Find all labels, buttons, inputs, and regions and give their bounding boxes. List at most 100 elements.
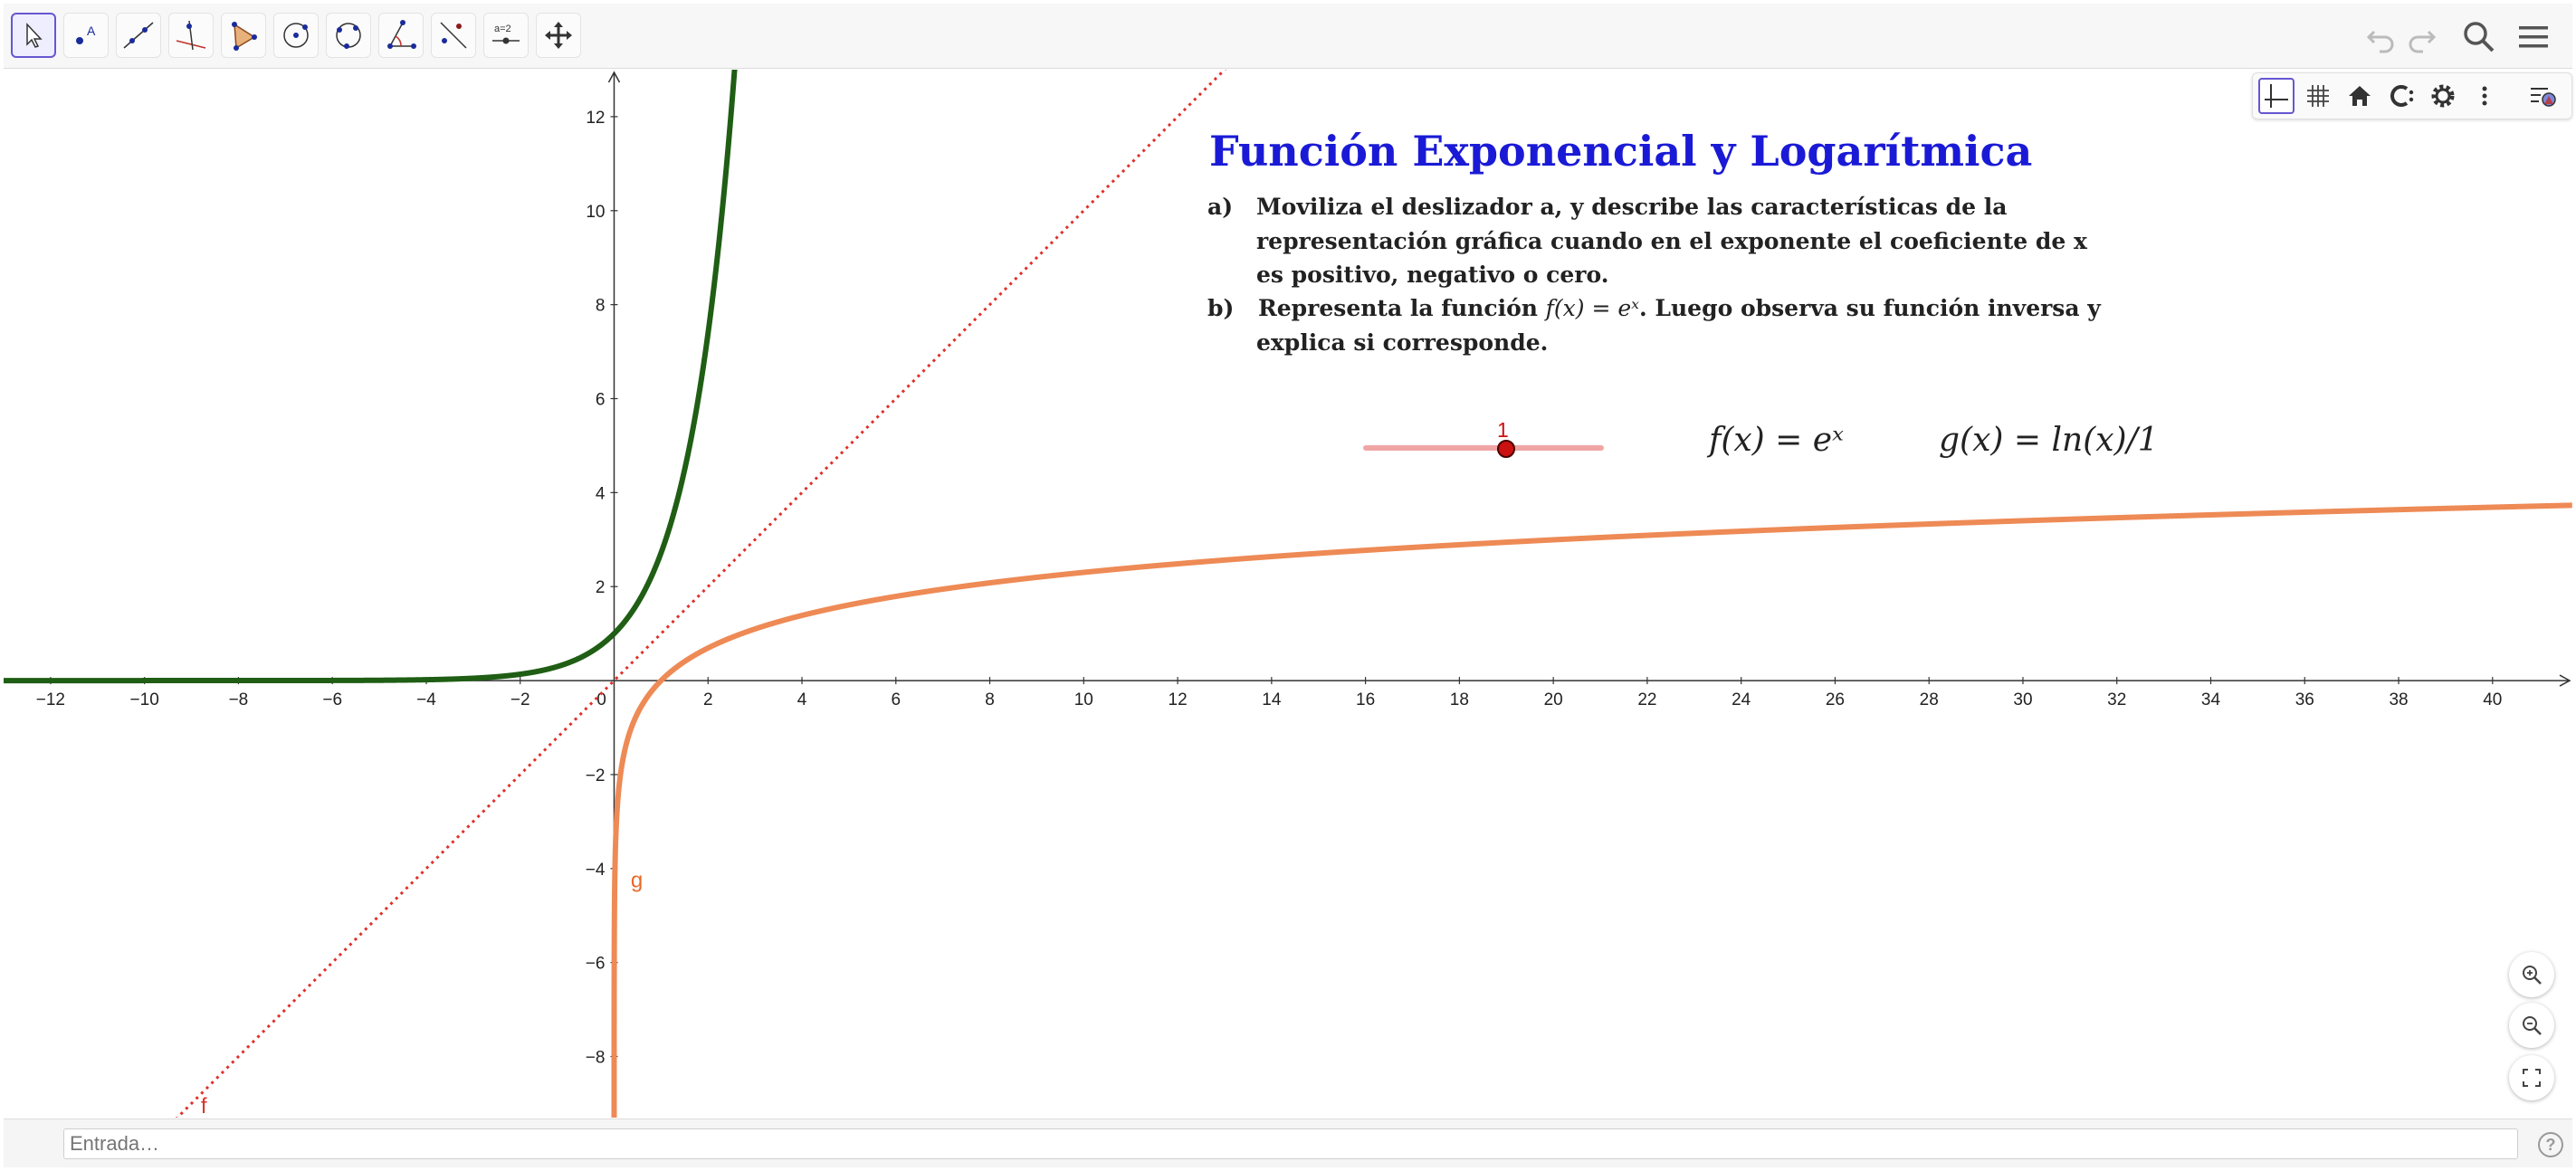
search-icon xyxy=(2464,22,2495,52)
graph-canvas[interactable]: −12 −10 −8 −6 −4 −2 0 2 4 6 8 10 12 14 16 18 20 22 24 26 28 3… xyxy=(4,70,2572,1118)
page-title: Función Exponencial y Logarítmica xyxy=(1209,127,2033,176)
x-tick-label: 26 xyxy=(1826,690,1845,709)
formula-g: g(x) = ln(x)/1 xyxy=(1939,422,2159,459)
line-icon xyxy=(123,22,154,49)
slider-value: 1 xyxy=(1497,418,1509,442)
perpendicular-tool[interactable] xyxy=(168,13,214,58)
x-tick-label: 20 xyxy=(1544,690,1563,709)
input-field[interactable] xyxy=(63,1128,2518,1159)
redo-icon xyxy=(2409,30,2437,53)
y-tick-label: 6 xyxy=(596,390,606,409)
graphics-style-icon xyxy=(2531,88,2556,107)
line-tool[interactable] xyxy=(116,13,161,58)
x-tick-label: −8 xyxy=(229,690,249,709)
x-tick-label: 32 xyxy=(2107,690,2126,709)
fullscreen-button[interactable] xyxy=(2509,1055,2554,1100)
item-b-line1-pre: Representa la función xyxy=(1258,295,1546,321)
polygon-icon xyxy=(232,22,257,51)
x-tick-label: 10 xyxy=(1074,690,1093,709)
toggle-grid-button[interactable] xyxy=(2300,78,2336,114)
y-tick-label: −4 xyxy=(586,861,606,880)
zoom-out-button[interactable] xyxy=(2509,1003,2554,1048)
more-options-button[interactable] xyxy=(2466,78,2503,114)
graphics-style-button[interactable] xyxy=(2524,78,2561,114)
help-icon[interactable]: ? xyxy=(2538,1132,2563,1157)
slider-tool[interactable]: a=2 xyxy=(483,13,529,58)
toggle-axes-button[interactable] xyxy=(2258,78,2295,114)
x-tick-label: 24 xyxy=(1732,690,1751,709)
x-tick-label: 36 xyxy=(2295,690,2314,709)
circle-through-points-tool[interactable] xyxy=(326,13,371,58)
slider-knob[interactable] xyxy=(1497,440,1515,459)
angle-icon xyxy=(387,20,416,49)
slider-track[interactable] xyxy=(1363,445,1604,452)
y-tick-label: 12 xyxy=(586,109,605,128)
formula-f: f(x) = eˣ xyxy=(1709,422,1844,459)
x-tick-label: 40 xyxy=(2483,690,2502,709)
input-bar: ? xyxy=(4,1119,2572,1167)
y-tick-label: −2 xyxy=(586,766,606,785)
redo-button[interactable] xyxy=(2402,16,2444,58)
x-tick-label: 18 xyxy=(1450,690,1469,709)
x-tick-label: 6 xyxy=(891,690,901,709)
slider-icon: a=2 xyxy=(492,24,520,44)
item-b-line2: explica si corresponde. xyxy=(1256,329,1549,356)
move-view-tool[interactable] xyxy=(536,13,581,58)
item-b-formula: f(x) = eˣ xyxy=(1545,295,1640,321)
search-button[interactable] xyxy=(2458,16,2500,58)
x-tick-label: 38 xyxy=(2389,690,2408,709)
grid-icon xyxy=(2307,85,2329,107)
y-tick-label: 8 xyxy=(596,297,606,316)
zoom-out-icon xyxy=(2523,1016,2542,1035)
angle-tool[interactable] xyxy=(378,13,424,58)
item-b-line1: Representa la función f(x) = eˣ. Luego o… xyxy=(1258,295,2101,321)
svg-text:a=2: a=2 xyxy=(494,24,511,34)
menu-button[interactable] xyxy=(2513,16,2554,58)
more-icon xyxy=(2482,86,2487,106)
y-tick-label: −8 xyxy=(586,1048,606,1067)
undo-button[interactable] xyxy=(2359,16,2400,58)
cursor-icon xyxy=(26,23,43,48)
x-tick-label: −12 xyxy=(36,690,65,709)
item-a-line1: Moviliza el deslizador a, y describe las… xyxy=(1256,194,2008,220)
home-icon xyxy=(2349,86,2371,106)
curve-label-f: f xyxy=(201,1094,207,1118)
x-tick-label: −4 xyxy=(416,690,436,709)
polygon-tool[interactable] xyxy=(221,13,266,58)
circle-points-icon xyxy=(336,23,361,49)
y-tick-label: −6 xyxy=(586,955,606,974)
fullscreen-icon xyxy=(2523,1069,2541,1087)
x-tick-label: 14 xyxy=(1262,690,1282,709)
settings-button[interactable] xyxy=(2425,78,2461,114)
x-tick-label: 2 xyxy=(703,690,713,709)
item-a-line2: representación gráfica cuando en el expo… xyxy=(1256,228,2087,254)
point-tool[interactable]: A xyxy=(63,13,109,58)
curve-exp xyxy=(4,70,738,684)
standard-view-button[interactable] xyxy=(2342,78,2378,114)
reflect-tool[interactable] xyxy=(431,13,476,58)
circle-tool[interactable] xyxy=(273,13,319,58)
x-tick-label: 28 xyxy=(1920,690,1939,709)
axes-icon xyxy=(2265,84,2288,108)
zoom-in-button[interactable] xyxy=(2509,952,2554,997)
move-tool[interactable] xyxy=(11,13,56,58)
x-tick-label: 12 xyxy=(1169,690,1188,709)
x-tick-label: 8 xyxy=(985,690,995,709)
curve-f xyxy=(175,70,1227,1118)
curve-g xyxy=(611,502,2572,1118)
perpendicular-icon xyxy=(176,20,206,51)
item-a-label: a) xyxy=(1207,194,1234,220)
slider-a[interactable]: 1 xyxy=(1363,414,1608,469)
item-b-line1-post: . Luego observa su función inversa y xyxy=(1639,295,2101,321)
toolbar: A a=2 xyxy=(4,4,2572,69)
x-tick-label: 30 xyxy=(2013,690,2032,709)
x-tick-label: 34 xyxy=(2201,690,2221,709)
svg-text:A: A xyxy=(87,24,96,38)
y-tick-label: 10 xyxy=(586,203,605,222)
y-tick-label: 4 xyxy=(596,484,606,503)
point-capturing-button[interactable] xyxy=(2383,78,2419,114)
graphics-view[interactable]: −12 −10 −8 −6 −4 −2 0 2 4 6 8 10 12 14 16 18 20 22 24 26 28 3… xyxy=(4,70,2572,1118)
point-icon: A xyxy=(76,24,96,44)
x-tick-label: 22 xyxy=(1637,690,1656,709)
